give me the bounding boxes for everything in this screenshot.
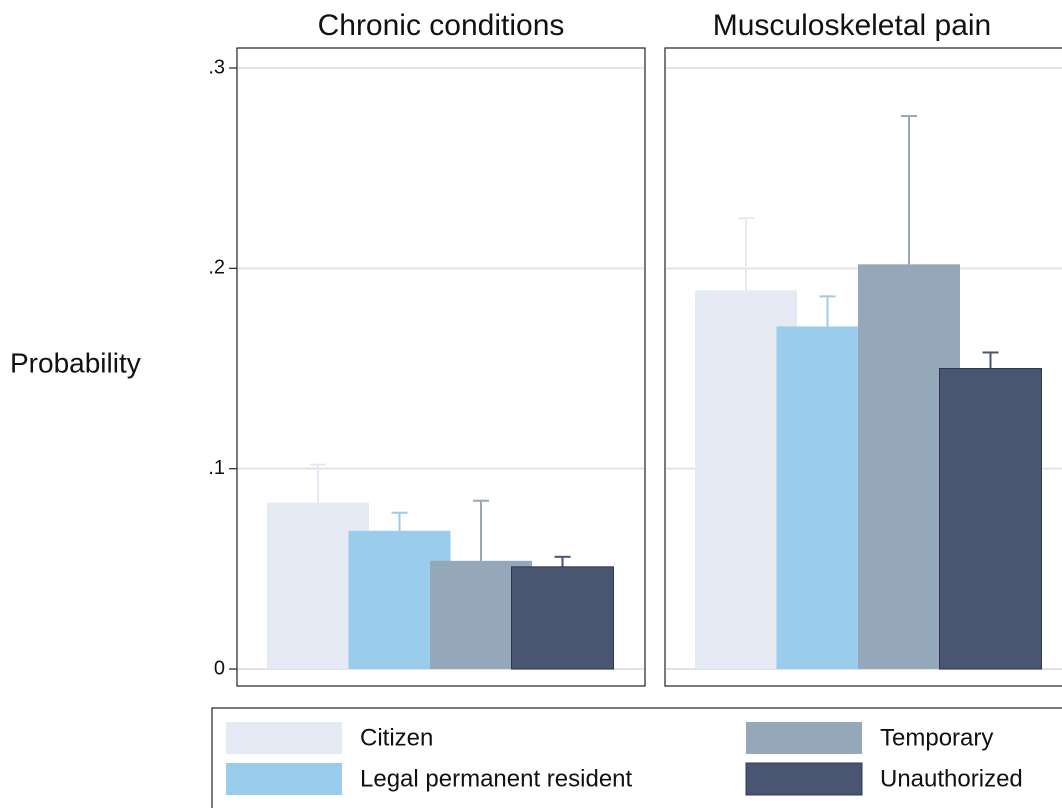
legend-box xyxy=(211,707,1062,808)
y-tick-label: .2 xyxy=(208,257,225,279)
legend-swatch xyxy=(746,722,862,754)
bar xyxy=(939,368,1042,670)
y-axis-label: Probability xyxy=(10,347,141,378)
legend-label: Temporary xyxy=(880,724,993,751)
y-tick-label: 0 xyxy=(214,657,225,679)
legend-swatch xyxy=(745,762,863,796)
legend-label: Legal permanent resident xyxy=(360,765,633,792)
legend-swatch xyxy=(226,722,342,754)
panel-title: Chronic conditions xyxy=(318,9,565,42)
legend-swatch xyxy=(226,763,342,795)
panel-title: Musculoskeletal pain xyxy=(713,9,991,42)
bar xyxy=(511,566,614,670)
legend-label: Unauthorized xyxy=(880,765,1023,792)
y-tick-label: .3 xyxy=(208,56,225,78)
legend-label: Citizen xyxy=(360,724,433,751)
y-tick-label: .1 xyxy=(208,457,225,479)
